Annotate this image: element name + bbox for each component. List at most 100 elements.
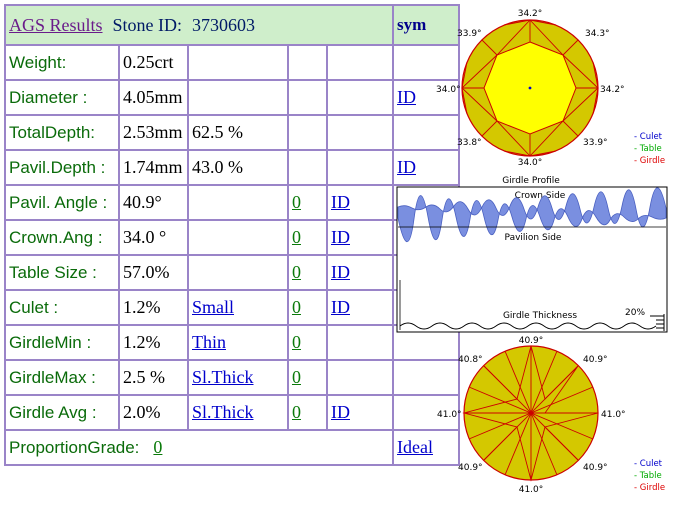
id-link[interactable]: ID: [331, 297, 350, 317]
row-id-cell: [392, 114, 460, 151]
id-link[interactable]: ID: [331, 262, 350, 282]
row-empty-cell: [392, 44, 460, 81]
row-value2: [187, 79, 289, 116]
row-label: TotalDepth:: [4, 114, 120, 151]
row-value2: [187, 44, 289, 81]
row-value: 4.05mm: [118, 79, 189, 116]
proportion-grade-link[interactable]: 0: [153, 437, 163, 457]
profile-girdle-band: [397, 187, 667, 242]
row-weight: Weight: 0.25crt: [4, 44, 460, 81]
stone-id-value: 3730603: [192, 14, 256, 35]
grade-text-link[interactable]: Small: [192, 297, 235, 317]
row-value: 2.0%: [118, 394, 189, 431]
row-value: 57.0%: [118, 254, 189, 291]
row-grade-link-cell: [326, 149, 394, 186]
row-grade-cell: Thin: [187, 324, 289, 361]
grade-link[interactable]: 0: [292, 227, 301, 247]
row-value: 0.25crt: [118, 44, 189, 81]
pavilion-legend-culet: - Culet: [634, 459, 663, 469]
id-link[interactable]: ID: [331, 402, 350, 422]
sym-label: sym: [397, 15, 427, 34]
proportion-grade-cell: ProportionGrade: 0: [4, 429, 394, 466]
crown-angle-top: 34.2°: [518, 9, 543, 19]
crown-legend-table: - Table: [634, 144, 662, 154]
ags-results-link[interactable]: AGS Results: [9, 14, 103, 35]
row-value: 1.74mm: [118, 149, 189, 186]
row-grade-cell: [287, 79, 328, 116]
proportion-result-cell: Ideal: [392, 429, 460, 466]
profile-thickness-line: [399, 322, 657, 330]
crown-facet-lines: [461, 19, 599, 157]
results-header-row: AGS Results Stone ID: 3730603 sym: [4, 4, 460, 46]
grade-link[interactable]: 0: [292, 262, 301, 282]
grade-text-link[interactable]: Sl.Thick: [192, 367, 254, 387]
results-table: AGS Results Stone ID: 3730603 sym Weight…: [4, 4, 460, 466]
sym-cell: sym: [392, 4, 460, 46]
row-value: 2.5 %: [118, 359, 189, 396]
pavilion-legend-table: - Table: [634, 471, 662, 481]
row-id-cell: ID: [326, 219, 394, 256]
profile-percent: 20%: [625, 308, 645, 318]
row-empty-cell: [392, 394, 460, 431]
pavilion-angle-top-left: 40.8°: [458, 355, 483, 365]
row-grade-link-cell: [326, 79, 394, 116]
row-id-cell: ID: [326, 184, 394, 221]
grade-link[interactable]: 0: [292, 192, 301, 212]
grade-link[interactable]: 0: [292, 367, 301, 387]
row-value2: 43.0 %: [187, 149, 289, 186]
ideal-link[interactable]: Ideal: [397, 437, 433, 457]
row-girdle-max: GirdleMax : 2.5 % Sl.Thick 0: [4, 359, 460, 396]
row-empty-cell: [392, 359, 460, 396]
crown-angle-bottom-left: 33.8°: [457, 138, 482, 148]
row-id-cell: [326, 324, 394, 361]
row-label: Table Size :: [4, 254, 120, 291]
grade-link[interactable]: 0: [292, 402, 301, 422]
row-label: Pavil. Angle :: [4, 184, 120, 221]
profile-scale-ticks: [650, 314, 665, 331]
id-link[interactable]: ID: [331, 227, 350, 247]
grade-text-link[interactable]: Sl.Thick: [192, 402, 254, 422]
row-id-cell: ID: [392, 79, 460, 116]
row-id-cell: [326, 44, 394, 81]
row-id-cell: ID: [392, 149, 460, 186]
id-link[interactable]: ID: [397, 157, 416, 177]
row-grade-link-cell: 0: [287, 359, 328, 396]
row-grade-cell: Sl.Thick: [187, 359, 289, 396]
crown-angle-bottom: 34.0°: [518, 158, 543, 168]
pavilion-facet-lines: [462, 345, 599, 482]
row-label: Weight:: [4, 44, 120, 81]
pavilion-angle-right: 41.0°: [601, 410, 626, 420]
row-pavil-depth: Pavil.Depth : 1.74mm 43.0 % ID: [4, 149, 460, 186]
grade-text-link[interactable]: Thin: [192, 332, 226, 352]
stone-id-label: Stone ID:: [112, 14, 183, 35]
row-grade-cell: [287, 114, 328, 151]
id-link[interactable]: ID: [331, 192, 350, 212]
row-grade-link-cell: 0: [287, 184, 328, 221]
row-label: GirdleMax :: [4, 359, 120, 396]
grade-link[interactable]: 0: [292, 297, 301, 317]
crown-angle-left: 34.0°: [436, 85, 461, 95]
proportion-grade-label: ProportionGrade:: [9, 438, 140, 457]
row-girdle-avg: Girdle Avg : 2.0% Sl.Thick 0 ID: [4, 394, 460, 431]
grade-link[interactable]: 0: [292, 332, 301, 352]
crown-angle-top-left: 33.9°: [457, 29, 482, 39]
profile-pavilion-side: Pavilion Side: [505, 233, 562, 243]
crown-legend-girdle: - Girdle: [634, 156, 665, 166]
row-id-cell: [326, 359, 394, 396]
id-link[interactable]: ID: [397, 87, 416, 107]
crown-culet-dot: [528, 86, 532, 90]
row-grade-cell: Sl.Thick: [187, 394, 289, 431]
row-label: Crown.Ang :: [4, 219, 120, 256]
row-value2: 62.5 %: [187, 114, 289, 151]
pavilion-angle-bottom-left: 40.9°: [458, 463, 483, 473]
pavilion-angle-bottom: 41.0°: [519, 485, 544, 495]
row-grade-link-cell: 0: [287, 324, 328, 361]
row-label: GirdleMin :: [4, 324, 120, 361]
row-grade-cell: [187, 219, 289, 256]
row-id-cell: ID: [326, 289, 394, 326]
row-value: 2.53mm: [118, 114, 189, 151]
row-grade-cell: [287, 149, 328, 186]
row-label: Diameter :: [4, 79, 120, 116]
row-table-size: Table Size : 57.0% 0 ID: [4, 254, 460, 291]
